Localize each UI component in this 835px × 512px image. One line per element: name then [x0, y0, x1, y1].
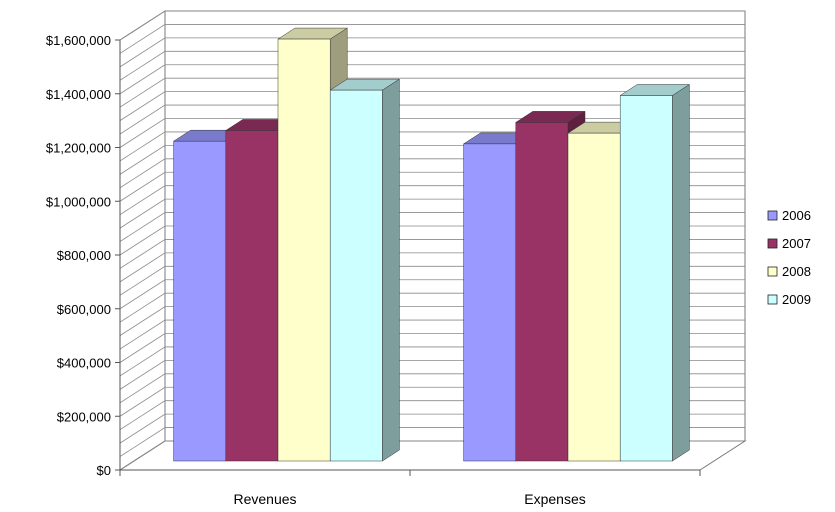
bar-revenues-2009 — [329, 78, 401, 462]
bar-front-face — [619, 95, 673, 462]
bar-front-face — [515, 122, 569, 462]
legend: 2006 2007 2008 2009 — [767, 208, 811, 307]
legend-swatch — [767, 266, 778, 277]
gridline-minor — [119, 77, 745, 108]
legend-label: 2007 — [782, 236, 811, 251]
x-category-label: Expenses — [524, 491, 585, 507]
y-tick-label: $600,000 — [57, 302, 111, 317]
y-tick-label: $1,200,000 — [46, 141, 111, 156]
y-tick-label: $1,600,000 — [46, 33, 111, 48]
y-tick-label: $0 — [97, 463, 111, 478]
legend-item-2007: 2007 — [767, 236, 811, 251]
gridline-minor — [119, 91, 745, 121]
bar-expenses-2009 — [619, 84, 691, 462]
legend-label: 2008 — [782, 264, 811, 279]
bar-front-face — [225, 130, 279, 462]
y-axis: $0 $200,000 $400,000 $600,000 $800,000 $1,000… — [46, 33, 121, 478]
legend-item-2006: 2006 — [767, 208, 811, 223]
bar-front-face — [173, 140, 227, 462]
legend-swatch — [767, 210, 778, 221]
bar-front-face — [329, 89, 383, 462]
y-tick-label: $1,000,000 — [46, 194, 111, 209]
legend-label: 2009 — [782, 292, 811, 307]
legend-label: 2006 — [782, 208, 811, 223]
gridline-major — [119, 64, 745, 95]
gridline-major — [119, 10, 745, 41]
x-category-label: Revenues — [233, 491, 296, 507]
bar-front-face — [277, 38, 331, 462]
y-tick-label: $200,000 — [57, 409, 111, 424]
y-tick-label: $800,000 — [57, 248, 111, 263]
bar-front-face — [463, 143, 517, 462]
y-tick-label: $400,000 — [57, 356, 111, 371]
legend-item-2009: 2009 — [767, 292, 811, 307]
gridline-minor — [119, 50, 745, 81]
gridline-minor — [119, 37, 745, 68]
x-axis: Revenues Expenses — [119, 469, 701, 507]
bar-front-face — [567, 132, 621, 462]
legend-swatch — [767, 238, 778, 249]
bar-side-face — [672, 84, 690, 462]
legend-swatch — [767, 294, 778, 305]
bar-side-face — [382, 78, 400, 462]
legend-item-2008: 2008 — [767, 264, 811, 279]
y-tick-label: $1,400,000 — [46, 87, 111, 102]
bars — [172, 27, 691, 462]
gridline-minor — [119, 24, 745, 54]
gridline-minor — [119, 104, 745, 135]
